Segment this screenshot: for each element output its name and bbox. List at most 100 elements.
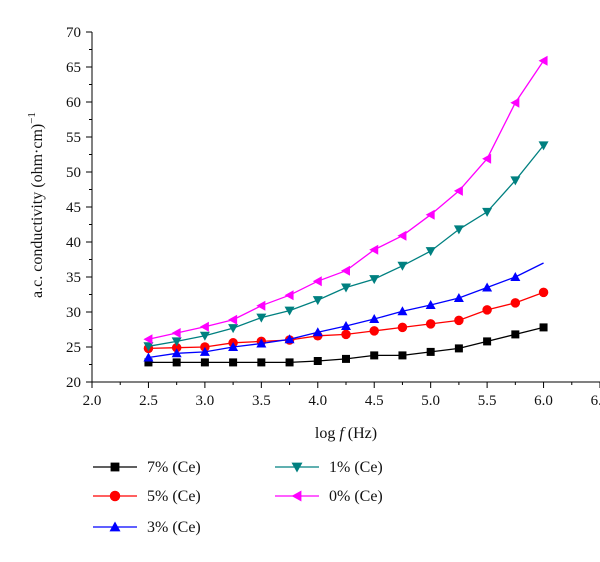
series-0-ce [143, 55, 548, 345]
data-point [483, 337, 492, 346]
data-point [482, 207, 493, 217]
data-point [143, 334, 153, 345]
data-point [453, 293, 464, 302]
data-point [341, 283, 351, 293]
legend-label: 5% (Ce) [147, 488, 201, 505]
x-tick-label: 2.0 [83, 393, 102, 409]
data-point [538, 55, 548, 66]
data-point [425, 319, 436, 329]
x-tick-label: 3.5 [252, 393, 271, 409]
data-point [397, 306, 408, 316]
data-point [285, 358, 294, 367]
data-point [144, 358, 153, 367]
data-point [228, 324, 239, 334]
data-point [538, 141, 549, 151]
legend-label: 0% (Ce) [329, 488, 383, 505]
legend-marker [109, 521, 121, 532]
data-point [313, 357, 322, 365]
data-point [171, 328, 181, 338]
y-tick-label: 50 [66, 165, 81, 181]
data-point [341, 329, 351, 340]
data-point [284, 306, 295, 316]
data-point [171, 342, 182, 353]
y-tick-label: 20 [66, 375, 81, 391]
y-tick-label: 35 [66, 270, 81, 286]
data-point [453, 225, 464, 235]
plot-series [143, 55, 549, 367]
x-tick-label: 5.0 [421, 393, 440, 409]
data-point [229, 358, 238, 367]
data-point [482, 282, 493, 292]
data-point [539, 323, 548, 332]
data-point [199, 331, 210, 341]
y-tick-label: 45 [66, 200, 81, 216]
series-7-ce [144, 323, 548, 367]
data-point [370, 351, 379, 360]
data-point [200, 358, 209, 367]
y-tick-label: 55 [66, 130, 81, 146]
legend-label: 7% (Ce) [147, 459, 201, 476]
data-point [425, 247, 436, 257]
data-point [425, 300, 436, 309]
series-line [148, 60, 545, 340]
series-line [148, 144, 545, 347]
legend-marker [109, 490, 121, 502]
x-tick-label: 4.0 [308, 393, 327, 409]
data-point [312, 296, 323, 306]
data-point [312, 327, 323, 337]
data-point [342, 354, 350, 363]
data-point [510, 176, 521, 186]
y-tick-label: 70 [66, 25, 81, 41]
legend-item: 5% (Ce) [93, 488, 201, 505]
x-tick-label: 2.5 [139, 393, 158, 409]
legend-item: 3% (Ce) [93, 519, 201, 536]
data-point [425, 209, 435, 220]
data-point [511, 330, 520, 339]
data-point [199, 321, 209, 332]
legend-item: 0% (Ce) [275, 488, 383, 505]
data-point [397, 322, 408, 333]
data-point [256, 338, 267, 348]
data-point [228, 342, 239, 351]
data-point [341, 321, 351, 330]
y-tick-label: 60 [66, 95, 81, 111]
data-point [482, 305, 492, 315]
data-point [454, 344, 463, 353]
data-point [284, 334, 295, 344]
data-point [257, 358, 266, 367]
data-point [256, 300, 266, 311]
series-3-ce [143, 262, 544, 362]
axes: 2.0 2.5 3.0 3.5 4.0 4.5 5.0 5.5 6.0 6.5 20 25 30 35 40… [66, 25, 600, 409]
data-point [284, 290, 294, 301]
data-point [510, 272, 521, 281]
data-point [369, 275, 380, 285]
x-tick-label: 6.5 [591, 393, 600, 409]
data-point [369, 314, 380, 323]
data-point [341, 265, 350, 276]
data-point [426, 347, 435, 356]
data-point [510, 97, 520, 108]
data-point [453, 185, 463, 196]
legend: 7% (Ce) 5% (Ce) 3% (Ce) 1% (Ce) 0% (Ce) [93, 459, 383, 536]
x-tick-label: 6.0 [534, 393, 553, 409]
x-tick-label: 4.5 [365, 393, 384, 409]
data-point [171, 337, 182, 347]
data-point [369, 244, 379, 255]
data-point [256, 313, 267, 323]
data-point [312, 276, 322, 287]
series-1-ce [143, 141, 549, 352]
legend-marker [291, 490, 302, 502]
data-point [454, 315, 464, 326]
data-point [228, 314, 238, 325]
y-tick-label: 65 [66, 60, 81, 76]
data-point [143, 342, 154, 352]
data-point [510, 298, 521, 308]
y-tick-label: 40 [66, 235, 81, 251]
legend-item: 1% (Ce) [275, 459, 383, 476]
legend-label: 1% (Ce) [329, 459, 383, 476]
legend-marker [110, 462, 120, 472]
data-point [199, 346, 210, 356]
y-axis-label: a.c. conductivity (ohm·cm)−1 [26, 112, 46, 298]
legend-item: 7% (Ce) [93, 459, 201, 476]
